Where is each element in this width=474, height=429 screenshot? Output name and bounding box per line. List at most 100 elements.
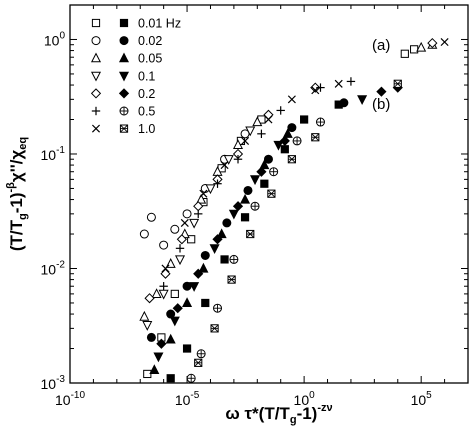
data-point [334, 79, 343, 88]
data-point [189, 218, 200, 229]
y-axis-title: (T/Tg-1)-βχ''/χeq [5, 137, 29, 251]
data-point [269, 167, 279, 177]
x-tick-label: 10-5 [175, 390, 200, 408]
data-point [287, 95, 296, 104]
data-point [170, 224, 180, 234]
data-point [156, 338, 167, 349]
axis-ticks [69, 4, 469, 384]
legend-marker-open [90, 71, 102, 82]
data-point [182, 297, 193, 308]
data-point [282, 128, 293, 138]
data-point [229, 254, 239, 264]
data-point [182, 209, 192, 219]
legend-label: 0.5 [138, 105, 155, 119]
data-point [300, 115, 309, 124]
legend-label: 0.01 Hz [138, 17, 181, 31]
data-point [159, 240, 169, 250]
data-point [165, 333, 176, 344]
data-point [194, 209, 203, 219]
data-point [416, 41, 427, 52]
data-point [175, 244, 185, 253]
data-point [227, 275, 236, 284]
data-point [376, 86, 387, 97]
data-point [427, 37, 438, 49]
legend-marker-filled [118, 52, 130, 63]
plot-frame [69, 4, 469, 384]
data-point [159, 282, 168, 291]
data-point [250, 175, 261, 186]
y-tick-label: 10-1 [41, 145, 66, 163]
data-point [170, 289, 179, 298]
data-point [240, 213, 250, 222]
data-point [279, 135, 290, 147]
data-point [169, 316, 180, 327]
y-axis-label: (T/Tg-1)-βχ''/χeq [5, 137, 29, 251]
data-point [200, 250, 210, 260]
data-point [400, 49, 409, 58]
data-point [213, 303, 223, 313]
legend-label: 0.02 [138, 34, 162, 48]
legend-label: 0.1 [138, 69, 155, 83]
data-point [280, 145, 289, 154]
data-point [245, 126, 256, 137]
legend-label: 0.05 [138, 52, 162, 66]
data-point [222, 218, 232, 228]
data-point [176, 234, 187, 245]
data-points [139, 37, 449, 383]
legend-marker-filled [119, 106, 129, 116]
data-point [259, 159, 270, 170]
x-axis-title: ω τ*(T/Tg-1)-zν [225, 402, 332, 426]
data-point [151, 288, 162, 298]
data-point [160, 268, 171, 279]
data-point [241, 136, 250, 145]
data-point [139, 229, 149, 239]
x-tick-label: 105 [411, 390, 433, 408]
data-point [216, 228, 227, 239]
data-point [220, 161, 229, 170]
annotation-label: (a) [372, 37, 390, 54]
data-point [189, 282, 200, 292]
data-point [250, 201, 260, 211]
data-point [252, 116, 263, 127]
data-point [201, 298, 210, 308]
data-point [182, 281, 192, 291]
data-point [410, 45, 419, 54]
data-point [232, 139, 244, 150]
data-point [196, 349, 206, 359]
data-point [212, 234, 223, 245]
data-point [243, 185, 253, 195]
data-point [240, 193, 251, 204]
data-point [172, 303, 183, 314]
data-point [246, 229, 255, 239]
data-point [161, 264, 170, 273]
data-point [257, 129, 266, 139]
data-point [287, 123, 297, 133]
data-point [193, 268, 204, 279]
x-tick-label: 10-10 [55, 390, 85, 408]
data-point [260, 179, 269, 188]
legend-marker-filled [119, 18, 129, 28]
data-point [233, 155, 243, 164]
data-point [139, 310, 150, 321]
data-point [256, 166, 267, 177]
data-point [315, 117, 325, 127]
legend-marker-filled [119, 36, 129, 46]
y-tick-label: 10-2 [41, 259, 66, 277]
legend-label: 1.0 [138, 122, 155, 136]
data-point [166, 374, 175, 383]
data-point [311, 86, 320, 95]
y-tick-label: 100 [44, 30, 66, 48]
data-point [393, 79, 402, 88]
data-point [213, 179, 222, 188]
legend-marker-open [91, 106, 101, 116]
data-point [223, 155, 234, 165]
data-point [182, 344, 192, 353]
data-point [209, 244, 220, 255]
data-point [210, 324, 219, 333]
data-point [198, 262, 209, 273]
legend-marker-open [91, 124, 101, 133]
x-axis-label: ω τ*(T/Tg-1)-zν [225, 402, 332, 426]
y-tick-label: 10-3 [41, 374, 66, 392]
